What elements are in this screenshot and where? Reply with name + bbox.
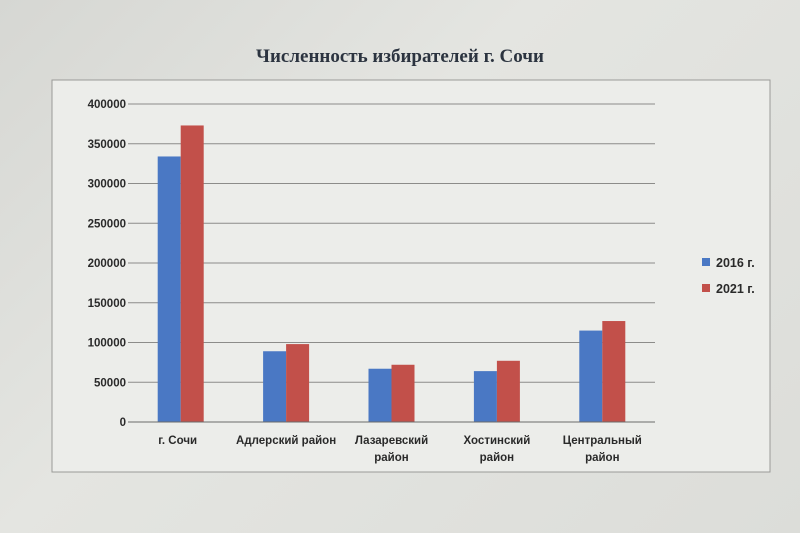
legend-swatch <box>702 258 710 266</box>
bar-2016-1 <box>263 351 287 422</box>
x-axis-categories: г. Сочи Адлерский район Лазаревский район Хо… <box>158 435 642 464</box>
chart-title: Численность избирателей г. Сочи <box>256 46 544 67</box>
y-tick-label: 150000 <box>88 298 126 310</box>
bar-2021-0 <box>180 125 204 422</box>
y-tick-label: 250000 <box>88 218 126 230</box>
y-tick-label: 300000 <box>88 179 126 191</box>
bars <box>157 125 626 422</box>
x-category-label: Центральный <box>563 435 642 447</box>
x-category-label: Хостинский <box>464 435 531 447</box>
bar-2021-4 <box>602 321 626 422</box>
y-tick-label: 200000 <box>88 258 126 270</box>
y-tick-label: 400000 <box>88 99 126 111</box>
x-category-label: г. Сочи <box>158 435 197 447</box>
legend-label: 2016 г. <box>716 256 755 270</box>
bar-2016-0 <box>157 156 181 422</box>
bar-2016-3 <box>473 371 497 422</box>
legend-swatch <box>702 284 710 292</box>
gridlines <box>128 103 655 383</box>
x-category-label: район <box>585 452 620 464</box>
x-category-label: район <box>480 452 515 464</box>
y-tick-label: 100000 <box>88 338 126 350</box>
legend: 2016 г. 2021 г. <box>702 256 755 296</box>
bar-2016-4 <box>579 330 603 422</box>
bar-2016-2 <box>368 368 392 422</box>
y-tick-label: 350000 <box>88 139 126 151</box>
bar-2021-1 <box>286 344 310 422</box>
x-category-label: Лазаревский <box>355 435 428 447</box>
x-category-label: район <box>374 452 409 464</box>
y-tick-label: 0 <box>120 417 126 429</box>
x-category-label: Адлерский район <box>236 435 336 447</box>
bar-2021-2 <box>391 364 415 422</box>
bar-2021-3 <box>496 360 520 422</box>
y-axis-ticks: 0 50000 100000 150000 200000 250000 300000 3500… <box>88 99 126 429</box>
legend-label: 2021 г. <box>716 282 755 296</box>
y-tick-label: 50000 <box>94 377 126 389</box>
